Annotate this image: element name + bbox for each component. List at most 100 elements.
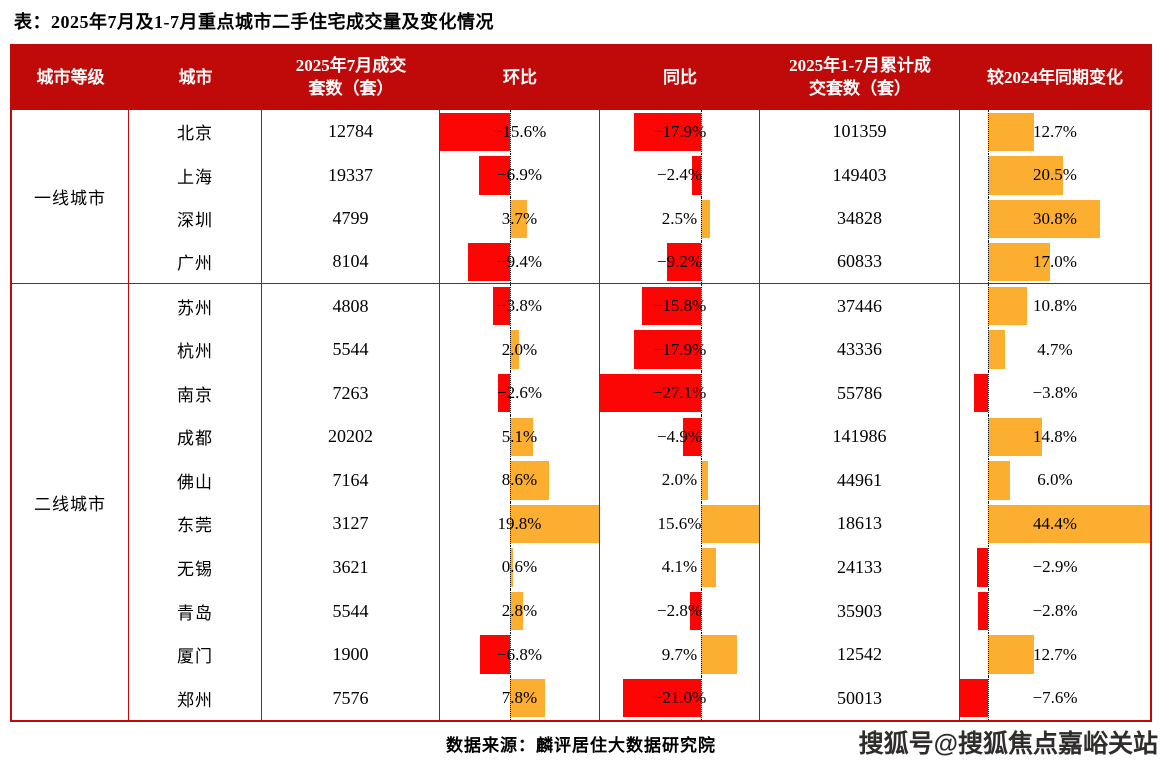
axis-line xyxy=(700,371,702,415)
mom-value-label: 19.8% xyxy=(497,513,542,533)
axis-line xyxy=(987,284,989,328)
axis-line xyxy=(700,676,702,720)
ytd-value-label: 12.7% xyxy=(1033,121,1077,141)
axis-line xyxy=(510,415,512,459)
mom-bar-cell: 8.6% xyxy=(440,458,600,503)
mom-bar-cell: −9.4% xyxy=(440,240,600,285)
axis-line xyxy=(510,502,512,546)
city-cell: 厦门 xyxy=(129,632,262,677)
july-volume-cell: 20202 xyxy=(262,415,440,459)
yoy-value-label: −2.8% xyxy=(657,601,702,621)
header-city: 城市 xyxy=(178,67,213,87)
mom-bar xyxy=(479,635,511,674)
axis-line xyxy=(987,545,989,590)
yoy-value-label: −17.9% xyxy=(652,121,707,141)
july-volume-cell: 3621 xyxy=(262,545,440,590)
yoy-bar-cell: 15.6% xyxy=(600,502,760,546)
mom-bar-cell: 2.8% xyxy=(440,589,600,633)
yoy-bar-cell: −21.0% xyxy=(600,676,760,720)
header-cumulative: 2025年1-7月累计成交套数（套） xyxy=(789,56,931,98)
mom-bar xyxy=(510,504,599,544)
july-volume-cell: 4799 xyxy=(262,197,440,241)
yoy-bar-cell: −4.9% xyxy=(600,415,760,459)
ytd-value-label: 6.0% xyxy=(1037,470,1073,490)
mom-value-label: 2.8% xyxy=(501,601,538,621)
july-volume-cell: 7263 xyxy=(262,371,440,415)
yoy-value-label: 2.5% xyxy=(661,208,698,228)
cumulative-volume-cell: 44961 xyxy=(760,458,960,503)
ytd-value-label: 10.8% xyxy=(1033,296,1077,316)
yoy-bar-cell: −17.9% xyxy=(600,327,760,372)
city-cell: 无锡 xyxy=(129,545,262,590)
mom-bar xyxy=(510,199,527,239)
yoy-bar xyxy=(666,243,701,281)
ytd-bar xyxy=(987,112,1035,151)
yoy-bar-cell: −27.1% xyxy=(600,371,760,415)
axis-line xyxy=(510,240,512,284)
axis-line xyxy=(987,676,989,720)
ytd-bar-cell: −2.8% xyxy=(960,589,1150,633)
axis-line xyxy=(510,284,512,328)
watermark-text: 搜狐号@搜狐焦点嘉峪关站 xyxy=(858,730,1158,758)
axis-line xyxy=(700,632,702,677)
yoy-bar xyxy=(642,286,701,326)
yoy-bar xyxy=(600,374,701,413)
ytd-value-label: 44.4% xyxy=(1033,513,1077,533)
mom-bar-cell: −6.9% xyxy=(440,153,600,198)
city-cell: 广州 xyxy=(129,240,262,285)
yoy-value-label: 15.6% xyxy=(657,513,702,533)
cumulative-volume-cell: 50013 xyxy=(760,676,960,720)
axis-line xyxy=(700,284,702,328)
axis-line xyxy=(987,632,989,677)
yoy-bar xyxy=(622,679,701,718)
tier-cell: 一线城市 xyxy=(12,110,129,285)
cumulative-volume-cell: 43336 xyxy=(760,327,960,372)
ytd-bar xyxy=(987,330,1005,369)
axis-line xyxy=(700,197,702,241)
mom-value-label: 0.6% xyxy=(501,557,538,577)
july-volume-cell: 19337 xyxy=(262,153,440,198)
ytd-bar-cell: 12.7% xyxy=(960,110,1150,154)
mom-bar xyxy=(510,330,520,369)
ytd-value-label: 4.7% xyxy=(1037,339,1073,359)
cumulative-volume-cell: 60833 xyxy=(760,240,960,285)
cumulative-volume-cell: 37446 xyxy=(760,284,960,328)
city-cell: 东莞 xyxy=(129,502,262,546)
table-body: 一线城市 北京 12784 −15.6% −17.9% 101359 12.7% 上海 1933… xyxy=(12,110,1150,720)
mom-bar xyxy=(498,374,511,413)
ytd-bar-cell: 10.8% xyxy=(960,284,1150,328)
mom-bar xyxy=(510,417,533,456)
ytd-bar-cell: 12.7% xyxy=(960,632,1150,677)
mom-value-label: −6.8% xyxy=(497,644,542,664)
city-cell: 北京 xyxy=(129,110,262,154)
mom-bar xyxy=(510,591,523,631)
cumulative-volume-cell: 12542 xyxy=(760,632,960,677)
header-mom: 环比 xyxy=(503,67,537,87)
city-cell: 杭州 xyxy=(129,327,262,372)
mom-bar xyxy=(510,679,546,718)
mom-bar xyxy=(467,243,511,281)
mom-bar-cell: 0.6% xyxy=(440,545,600,590)
yoy-value-label: −27.1% xyxy=(652,383,707,403)
mom-bar xyxy=(440,112,511,151)
axis-line xyxy=(700,545,702,590)
axis-line xyxy=(700,110,702,154)
mom-bar-cell: 5.1% xyxy=(440,415,600,459)
cumulative-volume-cell: 18613 xyxy=(760,502,960,546)
july-volume-cell: 7576 xyxy=(262,676,440,720)
axis-line xyxy=(510,676,512,720)
city-cell: 上海 xyxy=(129,153,262,198)
ytd-value-label: −2.9% xyxy=(1032,557,1078,577)
ytd-value-label: −7.6% xyxy=(1032,688,1078,708)
axis-line xyxy=(987,110,989,154)
page-title: 表：2025年7月及1-7月重点城市二手住宅成交量及变化情况 xyxy=(14,12,494,32)
axis-line xyxy=(510,545,512,590)
axis-line xyxy=(510,110,512,154)
mom-bar-cell: −2.6% xyxy=(440,371,600,415)
yoy-bar xyxy=(700,461,709,500)
axis-line xyxy=(987,589,989,633)
cumulative-volume-cell: 55786 xyxy=(760,371,960,415)
ytd-bar-cell: −2.9% xyxy=(960,545,1150,590)
mom-bar xyxy=(493,286,511,326)
yoy-bar xyxy=(700,199,711,239)
